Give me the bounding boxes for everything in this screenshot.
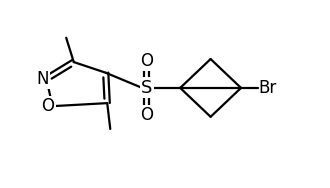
Text: S: S	[141, 79, 152, 97]
Text: O: O	[140, 106, 153, 124]
Text: O: O	[42, 97, 54, 115]
Text: Br: Br	[258, 79, 277, 97]
Text: N: N	[37, 70, 49, 88]
Text: O: O	[140, 52, 153, 70]
